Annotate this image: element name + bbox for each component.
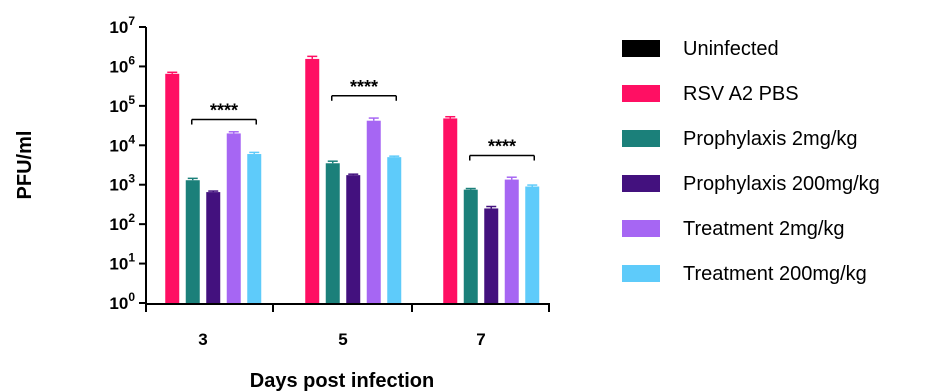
legend-swatch [622,85,660,102]
significance-label: **** [350,77,378,97]
legend-swatch [622,175,660,192]
bar [387,157,402,303]
x-tick-label: 3 [198,330,207,349]
bar [226,133,241,303]
x-axis-title: Days post infection [250,370,434,392]
y-tick-label: 101 [109,251,135,274]
legend-label: Treatment 2mg/kg [683,218,845,240]
bar [504,179,519,303]
significance-label: **** [488,137,516,157]
x-tick-label: 7 [476,330,485,349]
bar [305,58,320,303]
bar [463,189,478,303]
bar [366,120,381,303]
bar [185,180,200,303]
legend-swatch [622,130,660,147]
legend-label: RSV A2 PBS [683,83,799,105]
legend-swatch [622,220,660,237]
bar [206,192,221,303]
y-tick-label: 102 [109,211,135,234]
y-tick-label: 104 [109,132,135,155]
x-tick-label: 5 [338,330,347,349]
legend-label: Treatment 200mg/kg [683,263,867,285]
y-tick-label: 106 [109,53,135,76]
y-axis-title: PFU/ml [14,131,36,200]
bar [247,154,262,303]
legend-swatch [622,265,660,282]
y-tick-label: 100 [109,290,135,313]
bar [165,73,180,303]
bar [484,208,499,303]
legend-label: Uninfected [683,38,779,60]
bar [346,175,361,303]
legend-label: Prophylaxis 200mg/kg [683,173,880,195]
legend-label: Prophylaxis 2mg/kg [683,128,858,150]
legend-swatch [622,40,660,57]
bar [325,163,340,303]
y-tick-label: 107 [109,14,135,37]
bar [443,118,458,303]
significance-label: **** [210,101,238,121]
bar [525,186,540,303]
y-tick-label: 105 [109,93,135,116]
y-tick-label: 103 [109,172,135,195]
